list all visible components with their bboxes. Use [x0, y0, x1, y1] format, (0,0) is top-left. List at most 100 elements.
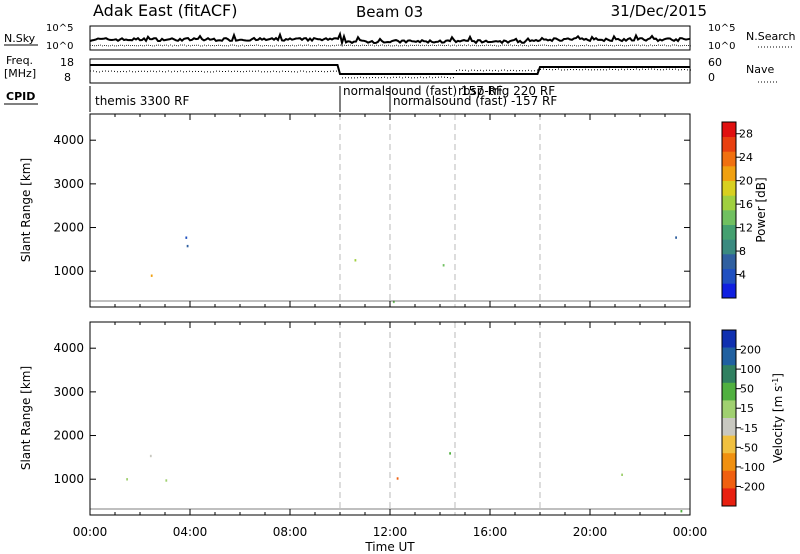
- colorbar-swatch: [722, 224, 736, 240]
- colorbar-swatch: [722, 488, 736, 507]
- colorbar-swatch: [722, 254, 736, 269]
- power-panel: 1000 2000 3000 4000 Slant Range [km] 4 8 12 16…: [19, 113, 768, 308]
- freq-tick-bottom: 8: [64, 71, 71, 84]
- nave-label: Nave: [746, 63, 774, 76]
- data-cell: [449, 452, 451, 455]
- colorbar-tick-label: 16: [739, 198, 753, 211]
- velocity-y-axis: 1000 2000 3000 4000: [53, 341, 690, 486]
- y-tick-label: 2000: [53, 221, 84, 235]
- time-tick-label: 08:00: [273, 525, 308, 539]
- nsky-tick-top: 10^5: [46, 23, 73, 34]
- nsearch-tick-top: 10^5: [708, 23, 735, 34]
- freq-unit-label: [MHz]: [4, 67, 36, 80]
- data-cell: [392, 300, 395, 304]
- colorbar-swatch: [722, 330, 736, 348]
- data-cell: [621, 473, 623, 476]
- power-colorbar: 4 8 12 16 20 24 28: [721, 121, 753, 299]
- nsky-panel-frame: [89, 25, 691, 51]
- colorbar-tick-label: 28: [739, 128, 753, 141]
- colorbar-frame: [721, 329, 737, 507]
- nave-trace: [90, 68, 691, 79]
- colorbar-tick-label: -200: [740, 480, 765, 493]
- time-tick-label: 20:00: [573, 525, 608, 539]
- time-tick-label: 16:00: [473, 525, 508, 539]
- colorbar-swatch: [722, 365, 736, 384]
- power-x-ticks: [89, 114, 691, 307]
- colorbar-swatch: [722, 435, 736, 454]
- nsky-label: N.Sky: [4, 32, 36, 45]
- data-cell: [675, 236, 677, 239]
- beam-label: Beam 03: [356, 3, 423, 21]
- colorbar-tick-label: -15: [740, 422, 758, 435]
- velocity-x-ticks: [89, 322, 691, 515]
- colorbar-tick-label: 24: [739, 151, 753, 164]
- nave-tick-bottom: 0: [708, 71, 715, 84]
- freq-trace: [90, 64, 690, 75]
- velocity-y-label: Slant Range [km]: [19, 366, 33, 470]
- colorbar-swatch: [722, 470, 736, 489]
- data-cell: [680, 510, 683, 513]
- freq-label: Freq.: [6, 54, 33, 67]
- y-tick-label: 4000: [53, 341, 84, 355]
- y-tick-label: 3000: [53, 385, 84, 399]
- velocity-boundary-lines: [339, 322, 541, 515]
- cpid-segment-2: normalsound (fast) -157 RF: [393, 94, 557, 108]
- cpid-segment-1: normalsound (fast) 157 RF: [343, 84, 503, 98]
- freq-panel: Freq. [MHz] 18 8 60 0 Nave: [4, 54, 778, 84]
- y-tick-label: 4000: [53, 133, 84, 147]
- colorbar-tick-label: -50: [740, 441, 758, 454]
- velocity-colorbar: 200 100 50 15 -15 -50 -100 -200: [721, 329, 765, 507]
- time-tick-label: 00:00: [73, 525, 108, 539]
- nsky-panel: N.Sky 10^5 10^0 10^5 10^0 N.Search: [4, 23, 796, 52]
- time-tick-label: 04:00: [173, 525, 208, 539]
- colorbar-swatch: [722, 195, 736, 211]
- colorbar-swatch: [722, 166, 736, 181]
- time-tick-label: 00:00: [673, 525, 708, 539]
- colorbar-swatch: [722, 210, 736, 225]
- colorbar-tick-label: 4: [739, 269, 746, 282]
- time-tick-label: 12:00: [373, 525, 408, 539]
- date-label: 31/Dec/2015: [611, 2, 707, 20]
- colorbar-tick-label: 15: [740, 402, 754, 415]
- nsky-trace: [89, 31, 691, 47]
- data-cell: [354, 259, 357, 262]
- y-tick-label: 2000: [53, 429, 84, 443]
- data-cell: [165, 479, 168, 482]
- colorbar-swatch: [722, 151, 736, 167]
- power-y-axis: 1000 2000 3000 4000: [53, 133, 690, 278]
- nsearch-label: N.Search: [746, 30, 796, 43]
- velocity-colorbar-label: Velocity [m s-1]: [771, 373, 786, 463]
- data-cell: [396, 477, 399, 480]
- colorbar-swatch: [722, 180, 736, 196]
- cpid-label: CPID: [6, 90, 35, 103]
- data-cell: [442, 264, 445, 267]
- colorbar-tick-label: 8: [739, 245, 746, 258]
- colorbar-swatch: [722, 453, 736, 472]
- time-axis-labels: 00:00 04:00 08:00 12:00 16:00 20:00 00:00: [73, 525, 708, 539]
- time-axis-title: Time UT: [364, 540, 415, 554]
- y-tick-label: 1000: [53, 264, 84, 278]
- radar-title: Adak East (fitACF): [93, 1, 237, 20]
- y-tick-label: 1000: [53, 472, 84, 486]
- data-cell: [185, 236, 188, 239]
- freq-tick-top: 18: [60, 56, 74, 69]
- colorbar-tick-label: 200: [740, 344, 761, 357]
- cpid-row: CPID themis 3300 RF normalsound (fast) 1…: [4, 84, 557, 112]
- nsky-tick-bottom: 10^0: [46, 41, 73, 52]
- data-cell: [149, 454, 152, 458]
- colorbar-frame: [721, 121, 737, 299]
- data-cell: [126, 478, 128, 481]
- colorbar-swatch: [722, 382, 736, 401]
- colorbar-swatch: [722, 418, 736, 436]
- cpid-segment-0: themis 3300 RF: [95, 94, 189, 108]
- colorbar-tick-label: 50: [740, 383, 754, 396]
- y-tick-label: 3000: [53, 177, 84, 191]
- power-boundary-lines: [339, 114, 541, 307]
- velocity-panel: 1000 2000 3000 4000 Slant Range [km] 200 100…: [19, 321, 786, 516]
- nave-tick-top: 60: [708, 56, 722, 69]
- colorbar-swatch: [722, 268, 736, 284]
- colorbar-swatch: [722, 400, 736, 419]
- power-colorbar-label: Power [dB]: [754, 177, 768, 242]
- colorbar-tick-label: 12: [739, 222, 753, 235]
